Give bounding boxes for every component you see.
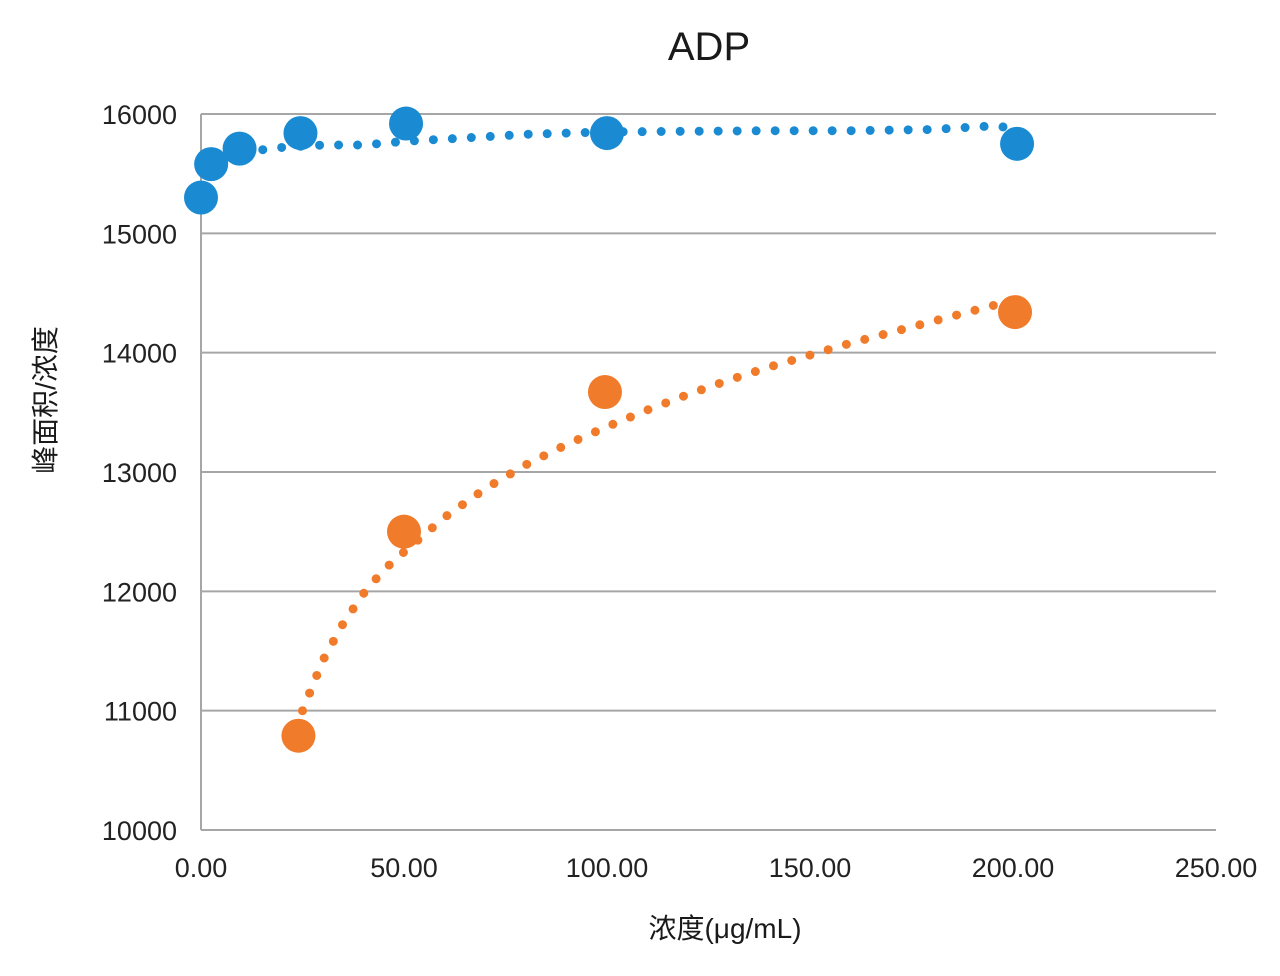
data-point-series-1 bbox=[194, 147, 229, 182]
trendline-series-2 bbox=[298, 298, 1010, 716]
chart-title: ADP bbox=[668, 25, 750, 69]
data-point-series-1 bbox=[222, 131, 257, 166]
x-tick-labels: 0.00 50.00 100.00 150.00 200.00 250.00 bbox=[175, 853, 1258, 883]
y-tick-label: 16000 bbox=[102, 100, 177, 130]
x-tick-label: 50.00 bbox=[370, 853, 438, 883]
x-tick-label: 200.00 bbox=[972, 853, 1055, 883]
x-tick-label: 0.00 bbox=[175, 853, 228, 883]
y-tick-label: 11000 bbox=[104, 697, 177, 727]
y-tick-label: 12000 bbox=[102, 577, 177, 607]
trendlines bbox=[204, 121, 1022, 716]
y-axis-title: 峰面积/浓度 bbox=[30, 326, 61, 474]
y-tick-labels: 10000 11000 12000 13000 14000 15000 16000 bbox=[102, 100, 177, 846]
y-tick-label: 14000 bbox=[102, 339, 177, 369]
data-point-series-1 bbox=[590, 116, 624, 151]
data-points bbox=[184, 106, 1035, 753]
trendline-series-1 bbox=[204, 121, 1022, 171]
axes bbox=[200, 114, 1216, 831]
data-point-series-2 bbox=[587, 375, 622, 410]
data-point-series-1 bbox=[1000, 126, 1035, 161]
data-point-series-2 bbox=[387, 514, 421, 549]
data-point-series-1 bbox=[389, 106, 424, 141]
data-point-series-1 bbox=[184, 180, 218, 215]
y-tick-label: 10000 bbox=[102, 816, 177, 846]
data-point-series-2 bbox=[998, 295, 1033, 330]
x-tick-label: 250.00 bbox=[1175, 853, 1258, 883]
x-tick-label: 100.00 bbox=[566, 853, 649, 883]
x-tick-label: 150.00 bbox=[769, 853, 852, 883]
data-point-series-1 bbox=[283, 116, 318, 151]
gridlines bbox=[201, 113, 1216, 712]
y-tick-label: 15000 bbox=[102, 219, 177, 249]
x-axis-title: 浓度(μg/mL) bbox=[648, 913, 801, 944]
data-point-series-2 bbox=[281, 718, 316, 753]
y-tick-label: 13000 bbox=[102, 458, 177, 488]
